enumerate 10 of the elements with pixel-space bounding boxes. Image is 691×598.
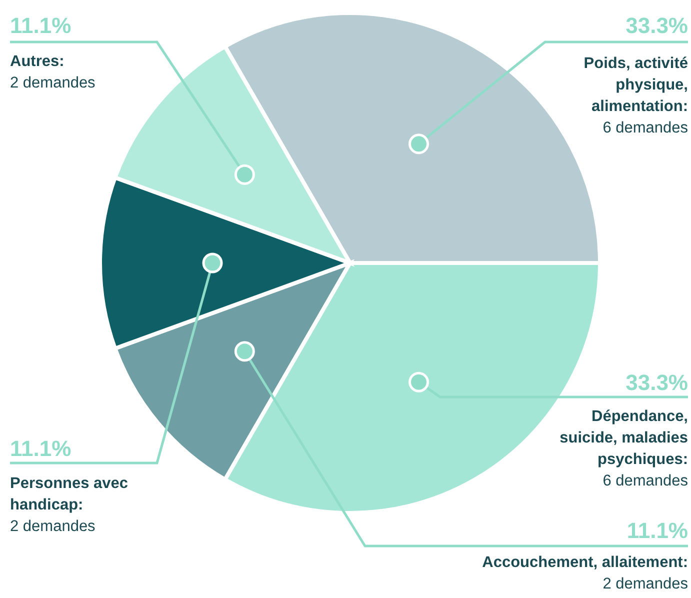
slice-label: Personnes avec handicap: 2 demandes <box>10 475 128 535</box>
data-label: 33.3% <box>626 13 688 38</box>
data-label: 11.1% <box>10 13 72 38</box>
slice-label: Dépendance, suicide, maladies psychiques: 6 demandes <box>560 408 688 490</box>
data-label: 33.3% <box>626 370 688 395</box>
data-label: 11.1% <box>10 436 72 461</box>
slice-label: Accouchement, allaitement: 2 demandes <box>482 554 688 592</box>
slice-label: Poids, activité physique, alimentation: 6 demandes <box>584 55 688 136</box>
data-label: 11.1% <box>626 518 688 543</box>
slice-label: Autres: 2 demandes <box>10 53 96 92</box>
